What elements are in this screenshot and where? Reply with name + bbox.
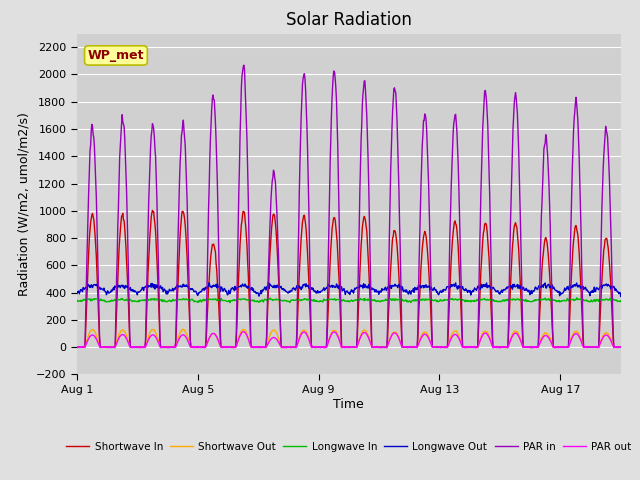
PAR out [201, 345, 209, 350]
PAR out [271, 335, 279, 341]
Line: Longwave Out: Longwave Out [77, 282, 621, 297]
PAR out [554, 345, 562, 351]
PAR out [301, 329, 308, 335]
Shortwave Out [271, 328, 279, 334]
Longwave In [382, 296, 390, 302]
Shortwave Out [202, 344, 209, 350]
Longwave Out [264, 279, 272, 285]
Shortwave In [513, 224, 520, 230]
Longwave Out [513, 283, 520, 289]
PAR in [240, 62, 248, 68]
PAR out [73, 345, 81, 351]
X-axis label: Time: Time [333, 397, 364, 410]
Shortwave In [617, 344, 625, 350]
PAR out [617, 344, 625, 350]
Line: PAR out: PAR out [77, 332, 621, 348]
Line: Shortwave Out: Shortwave Out [77, 329, 621, 347]
Shortwave Out [513, 329, 520, 335]
Longwave In [93, 296, 100, 302]
Shortwave Out [617, 344, 625, 350]
Longwave In [513, 296, 520, 302]
Longwave Out [73, 291, 81, 297]
PAR in [301, 71, 308, 77]
Shortwave Out [301, 327, 308, 333]
Longwave In [226, 300, 234, 305]
Shortwave In [148, 207, 156, 213]
PAR in [617, 344, 625, 350]
Shortwave Out [179, 326, 187, 332]
Shortwave In [202, 344, 209, 350]
Longwave In [301, 296, 308, 301]
Line: Shortwave In: Shortwave In [77, 210, 621, 347]
PAR out [239, 329, 247, 335]
Text: WP_met: WP_met [88, 49, 144, 62]
PAR in [201, 344, 209, 350]
Shortwave In [271, 220, 279, 226]
Line: Longwave In: Longwave In [77, 298, 621, 302]
Line: PAR in: PAR in [77, 65, 621, 347]
PAR out [513, 331, 520, 336]
PAR in [382, 344, 390, 350]
Shortwave In [93, 253, 100, 259]
Longwave In [271, 297, 279, 302]
PAR in [513, 103, 520, 109]
PAR out [382, 345, 390, 350]
Shortwave Out [93, 333, 100, 338]
Shortwave In [382, 344, 390, 350]
Longwave In [573, 295, 580, 300]
Longwave Out [617, 294, 625, 300]
Longwave In [73, 299, 81, 304]
Title: Solar Radiation: Solar Radiation [286, 11, 412, 29]
Shortwave In [73, 344, 81, 350]
Longwave Out [93, 283, 100, 288]
Shortwave Out [382, 344, 390, 350]
PAR in [271, 179, 279, 184]
PAR out [93, 336, 100, 342]
Shortwave Out [73, 344, 81, 350]
Longwave Out [201, 285, 209, 291]
PAR in [73, 344, 81, 350]
Shortwave In [301, 212, 308, 218]
Longwave Out [382, 284, 390, 290]
Y-axis label: Radiation (W/m2, umol/m2/s): Radiation (W/m2, umol/m2/s) [17, 112, 30, 296]
Longwave Out [301, 282, 308, 288]
Longwave Out [271, 284, 279, 289]
PAR in [93, 194, 100, 200]
Legend: Shortwave In, Shortwave Out, Longwave In, Longwave Out, PAR in, PAR out: Shortwave In, Shortwave Out, Longwave In… [62, 438, 636, 456]
Longwave In [201, 297, 209, 303]
Longwave In [617, 299, 625, 304]
